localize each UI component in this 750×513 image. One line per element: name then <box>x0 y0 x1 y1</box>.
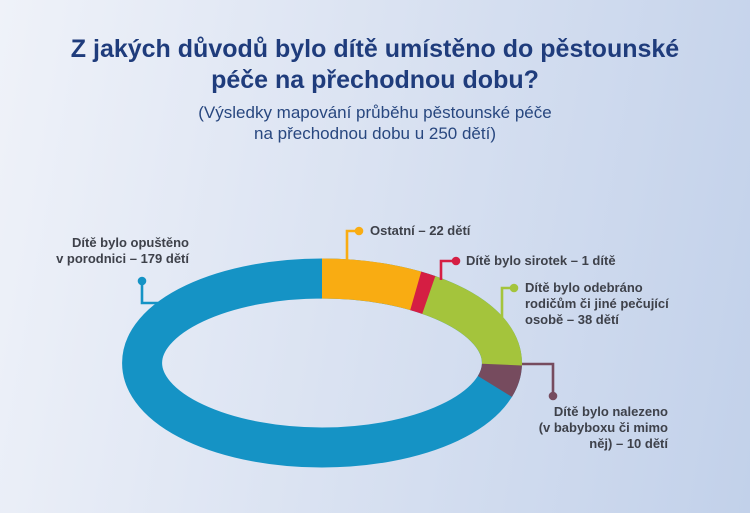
callout-label-opusteno: Dítě bylo opuštěno v porodnici – 179 dět… <box>56 235 189 266</box>
leader-dot-ostatni <box>354 226 364 236</box>
leader-line-nalezeno <box>522 362 555 394</box>
leader-dot-nalezeno <box>548 391 558 401</box>
callout-label-nalezeno: Dítě bylo nalezeno (v babyboxu či mimo n… <box>538 404 668 451</box>
callout-label-odebrano: Dítě bylo odebráno rodičům či jiné pečuj… <box>525 280 669 327</box>
leader-line-opusteno <box>140 281 158 305</box>
slice-odebrano-arc <box>421 276 522 367</box>
page-title: Z jakých důvodů bylo dítě umístěno do pě… <box>70 35 680 94</box>
slice-nalezeno-arc <box>477 362 522 397</box>
callout-label-sirotek: Dítě bylo sirotek – 1 dítě <box>466 253 616 268</box>
page-subtitle: (Výsledky mapování průběhu pěstounské pé… <box>198 103 552 143</box>
callout-label-ostatni: Ostatní – 22 dětí <box>370 223 471 238</box>
leader-line-sirotek <box>439 259 456 280</box>
leader-dot-opusteno <box>137 276 147 286</box>
slice-ostatni-arc <box>321 258 423 311</box>
leader-dot-sirotek <box>451 256 461 266</box>
slice-sirotek-arc <box>410 271 437 315</box>
leader-line-ostatni <box>345 229 359 260</box>
leader-line-odebrano <box>500 286 514 318</box>
leader-dot-odebrano <box>509 283 519 293</box>
